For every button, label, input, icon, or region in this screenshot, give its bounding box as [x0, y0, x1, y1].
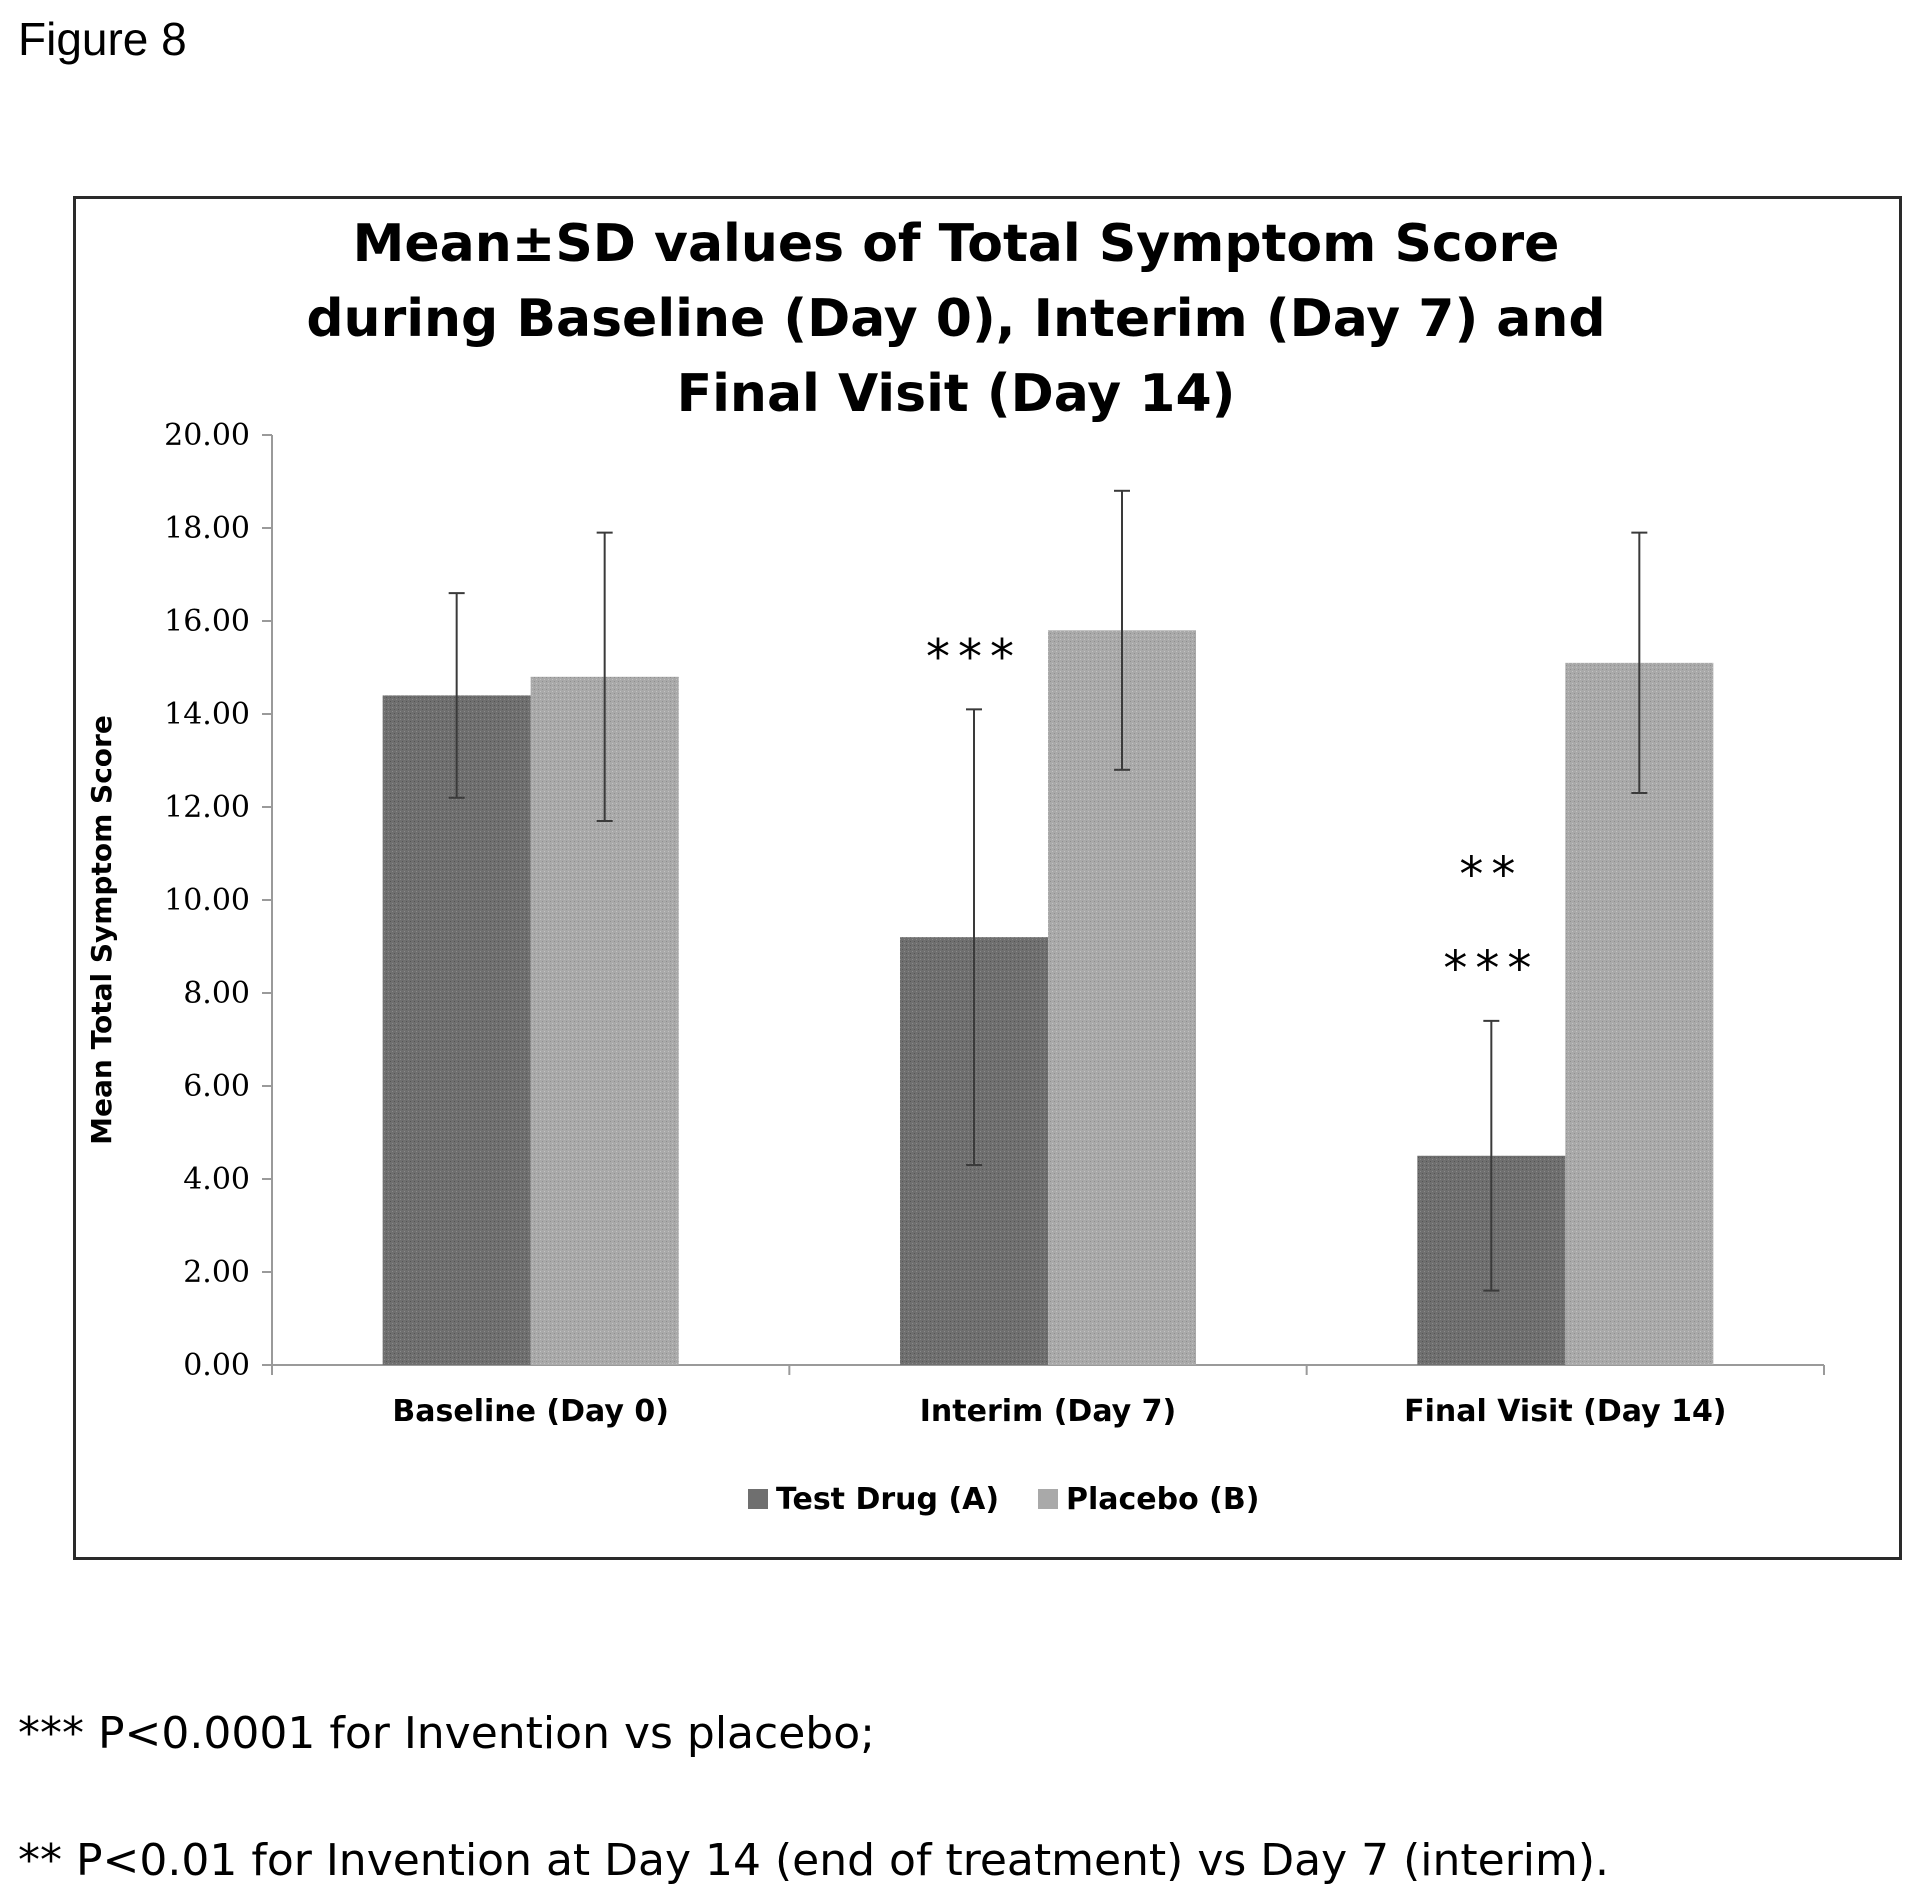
- y-tick-label: 14.00: [164, 697, 250, 732]
- significance-marker: **: [1459, 847, 1523, 903]
- y-tick-label: 10.00: [164, 883, 250, 918]
- legend-label-test-drug: Test Drug (A): [776, 1482, 999, 1517]
- y-tick-label: 8.00: [183, 976, 250, 1011]
- legend-swatch-test-drug: [748, 1489, 768, 1509]
- y-tick-label: 12.00: [164, 790, 250, 825]
- significance-marker: ***: [926, 629, 1022, 685]
- y-tick-label: 6.00: [183, 1069, 250, 1104]
- footnote-significance-2: ** P<0.01 for Invention at Day 14 (end o…: [18, 1835, 1610, 1886]
- y-tick-label: 20.00: [164, 418, 250, 453]
- y-tick-label: 2.00: [183, 1255, 250, 1290]
- figure-label: Figure 8: [18, 13, 187, 65]
- legend-label-placebo: Placebo (B): [1066, 1482, 1259, 1517]
- y-tick-label: 18.00: [164, 511, 250, 546]
- chart-title-line: Mean±SD values of Total Symptom Score: [353, 214, 1560, 274]
- y-tick-label: 4.00: [183, 1162, 250, 1197]
- legend-swatch-placebo: [1038, 1489, 1058, 1509]
- chart-title-line: during Baseline (Day 0), Interim (Day 7)…: [306, 289, 1605, 349]
- x-category-label: Interim (Day 7): [920, 1394, 1177, 1429]
- y-tick-label: 16.00: [164, 604, 250, 639]
- bar-test-drug: [382, 695, 531, 1365]
- chart-frame: Mean±SD values of Total Symptom Score dur…: [73, 196, 1902, 1560]
- footnote-significance-1: *** P<0.0001 for Invention vs placebo;: [18, 1708, 875, 1759]
- chart-title-line: Final Visit (Day 14): [677, 364, 1236, 424]
- significance-marker: ***: [1443, 941, 1539, 997]
- x-category-label: Final Visit (Day 14): [1404, 1394, 1726, 1429]
- bar-chart: Mean±SD values of Total Symptom Score dur…: [85, 214, 1825, 1517]
- y-tick-label: 0.00: [183, 1348, 250, 1383]
- y-axis-title: Mean Total Symptom Score: [85, 715, 118, 1145]
- x-category-label: Baseline (Day 0): [392, 1394, 669, 1429]
